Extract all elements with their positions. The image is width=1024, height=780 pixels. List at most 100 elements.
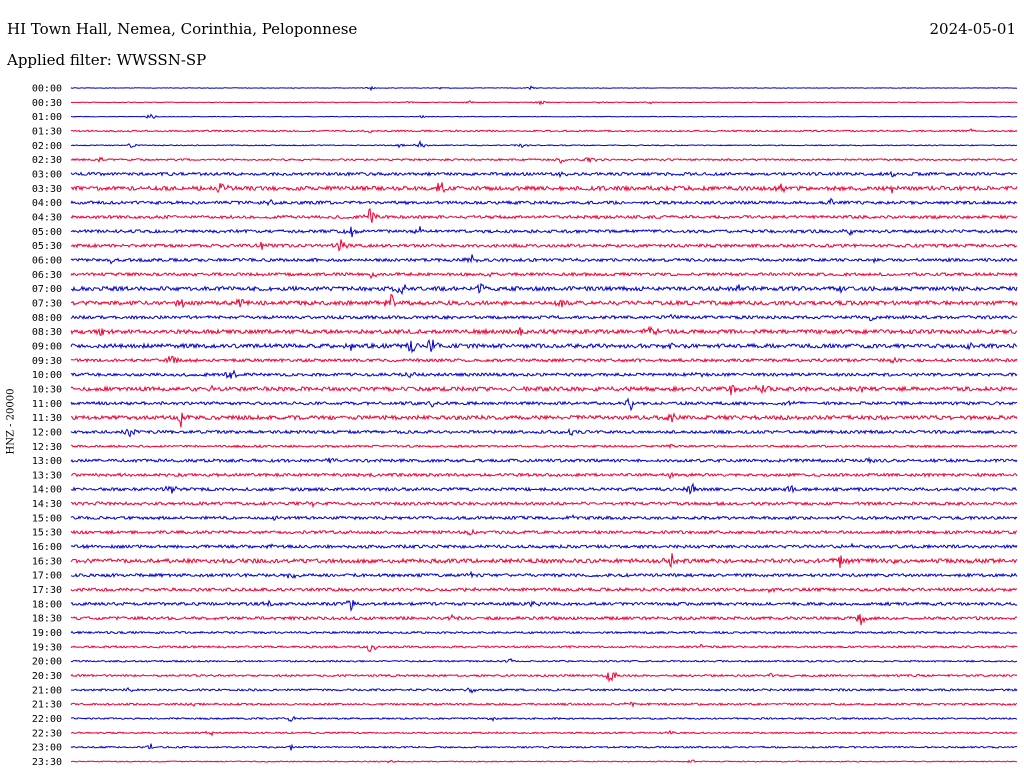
time-label-group: 00:00 00:30 01:00 01:30 02:00 02:30 03:00 03:30… <box>32 84 62 769</box>
trace-line-2000 <box>70 658 1018 663</box>
trace-line-0830 <box>70 325 1018 337</box>
time-label: 11:30 <box>32 413 62 424</box>
time-label: 03:00 <box>32 169 62 180</box>
trace-line-0030 <box>70 99 1018 106</box>
time-label: 15:00 <box>32 513 62 524</box>
trace-line-0200 <box>70 139 1018 149</box>
time-label: 04:00 <box>32 198 62 209</box>
trace-line-0800 <box>70 313 1018 322</box>
time-label: 06:30 <box>32 270 62 281</box>
time-label: 15:30 <box>32 528 62 539</box>
time-label: 05:00 <box>32 227 62 238</box>
time-label: 13:30 <box>32 470 62 481</box>
trace-line-0330 <box>70 182 1018 194</box>
trace-line-1130 <box>70 411 1018 428</box>
trace-line-0900 <box>70 339 1018 354</box>
time-label: 18:00 <box>32 599 62 610</box>
trace-line-1400 <box>70 482 1018 496</box>
trace-line-1930 <box>70 643 1018 653</box>
time-label: 16:30 <box>32 556 62 567</box>
time-label: 09:00 <box>32 341 62 352</box>
time-label: 07:30 <box>32 298 62 309</box>
time-label: 02:30 <box>32 155 62 166</box>
trace-line-2300 <box>70 743 1018 751</box>
station-title: HI Town Hall, Nemea, Corinthia, Peloponn… <box>7 20 358 38</box>
trace-line-0300 <box>70 170 1018 179</box>
trace-line-1730 <box>70 586 1017 594</box>
trace-group <box>70 85 1018 764</box>
trace-line-1800 <box>70 599 1018 612</box>
trace-line-1330 <box>70 471 1018 480</box>
time-label: 23:00 <box>32 743 62 754</box>
trace-line-1230 <box>70 443 1018 450</box>
trace-line-1030 <box>70 384 1018 396</box>
time-label: 10:00 <box>32 370 62 381</box>
time-label: 22:30 <box>32 728 62 739</box>
trace-line-1430 <box>70 500 1018 509</box>
filter-label: Applied filter: WWSSN-SP <box>7 51 207 69</box>
trace-line-1700 <box>70 570 1018 580</box>
time-label: 12:30 <box>32 442 62 453</box>
trace-line-0630 <box>70 271 1018 280</box>
time-label: 21:00 <box>32 685 62 696</box>
time-label: 01:00 <box>32 112 62 123</box>
trace-line-0000 <box>70 85 1017 92</box>
time-label: 00:00 <box>32 84 62 95</box>
trace-line-1100 <box>70 397 1018 412</box>
time-label: 23:30 <box>32 757 62 768</box>
time-label: 18:30 <box>32 614 62 625</box>
trace-line-0130 <box>70 128 1018 134</box>
time-label: 17:30 <box>32 585 62 596</box>
time-label: 17:00 <box>32 571 62 582</box>
time-label: 16:00 <box>32 542 62 553</box>
trace-line-0230 <box>70 156 1018 165</box>
time-label: 19:00 <box>32 628 62 639</box>
time-label: 07:00 <box>32 284 62 295</box>
time-label: 02:00 <box>32 141 62 152</box>
trace-line-0100 <box>70 113 1018 120</box>
time-label: 06:00 <box>32 255 62 266</box>
trace-line-2330 <box>70 759 1018 764</box>
trace-line-1630 <box>70 553 1018 569</box>
trace-line-0700 <box>70 282 1018 296</box>
trace-line-0730 <box>70 293 1018 309</box>
trace-line-2130 <box>70 701 1018 709</box>
trace-line-0400 <box>70 197 1018 207</box>
trace-line-0930 <box>70 355 1018 364</box>
time-label: 09:30 <box>32 356 62 367</box>
time-label: 14:00 <box>32 485 62 496</box>
trace-line-0600 <box>70 254 1018 265</box>
time-label: 11:00 <box>32 399 62 410</box>
time-label: 04:30 <box>32 212 62 223</box>
time-label: 13:00 <box>32 456 62 467</box>
trace-line-1830 <box>70 613 1018 626</box>
time-label: 21:30 <box>32 700 62 711</box>
trace-line-1200 <box>70 427 1018 438</box>
trace-line-1500 <box>70 514 1018 521</box>
date-label: 2024-05-01 <box>929 20 1016 38</box>
trace-line-2200 <box>70 715 1018 723</box>
time-label: 10:30 <box>32 384 62 395</box>
time-label: 01:30 <box>32 126 62 137</box>
time-label: 22:00 <box>32 714 62 725</box>
time-label: 05:30 <box>32 241 62 252</box>
time-label: 08:00 <box>32 313 62 324</box>
time-label: 20:00 <box>32 657 62 668</box>
trace-line-0530 <box>70 239 1018 252</box>
trace-line-1530 <box>70 528 1018 536</box>
trace-line-0500 <box>70 226 1018 238</box>
time-label: 00:30 <box>32 98 62 109</box>
time-label: 03:30 <box>32 184 62 195</box>
trace-line-2100 <box>70 687 1018 695</box>
time-label: 14:30 <box>32 499 62 510</box>
trace-line-1300 <box>70 456 1018 465</box>
trace-line-1900 <box>70 630 1018 635</box>
trace-line-2230 <box>70 729 1018 737</box>
time-label: 08:30 <box>32 327 62 338</box>
time-label: 19:30 <box>32 642 62 653</box>
trace-line-0430 <box>70 208 1018 223</box>
time-label: 12:00 <box>32 427 62 438</box>
trace-line-1600 <box>70 542 1018 550</box>
trace-line-1000 <box>70 369 1018 380</box>
